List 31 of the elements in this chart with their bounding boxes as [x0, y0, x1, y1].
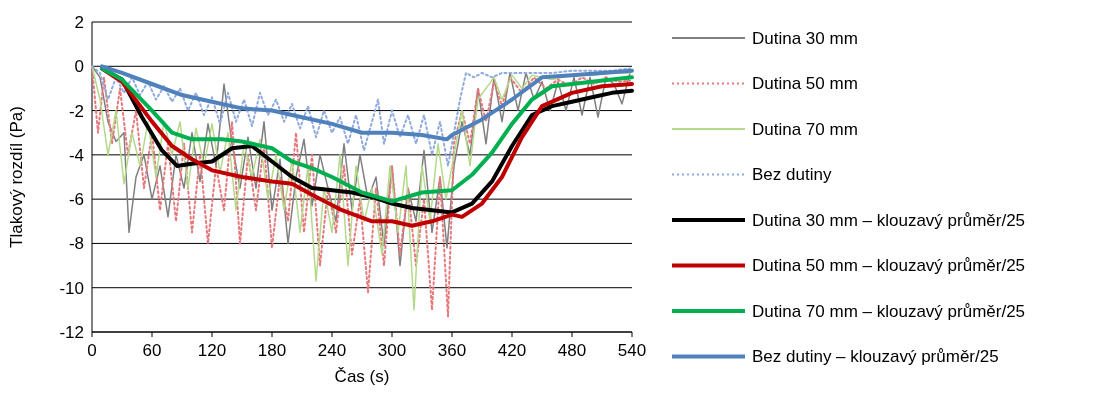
- legend-label: Bez dutiny – klouzavý průměr/25: [752, 347, 999, 367]
- line-series: [91, 65, 631, 167]
- line-series: [100, 64, 634, 142]
- x-axis-title: Čas (s): [334, 367, 390, 386]
- y-tick-label: 0: [74, 57, 84, 77]
- x-tick-label: 120: [197, 341, 227, 360]
- line-series: [91, 65, 631, 267]
- x-tick-label: 480: [557, 341, 587, 360]
- legend-label: Dutina 50 mm: [752, 74, 858, 94]
- y-tick-label: -10: [59, 278, 84, 298]
- x-tick-label: 180: [257, 341, 287, 360]
- legend-label: Dutina 30 mm – klouzavý průměr/25: [752, 210, 1026, 230]
- x-tick-label: 240: [317, 341, 347, 360]
- y-tick-label: -4: [68, 145, 84, 165]
- legend-label: Dutina 30 mm: [752, 28, 858, 48]
- legend-label: Dutina 50 mm – klouzavý průměr/25: [752, 256, 1026, 276]
- x-tick-label: 60: [142, 341, 162, 360]
- y-tick-label: -2: [68, 101, 84, 121]
- y-tick-label: -6: [68, 190, 84, 210]
- legend-label: Dutina 70 mm – klouzavý průměr/25: [752, 301, 1026, 321]
- y-tick-label: 2: [74, 12, 84, 32]
- legend-label: Bez dutiny: [752, 165, 832, 185]
- x-tick-label: 0: [87, 341, 97, 360]
- x-tick-label: 420: [497, 341, 527, 360]
- y-tick-label: -12: [59, 322, 84, 342]
- y-tick-label: -8: [68, 234, 84, 254]
- x-tick-label: 540: [617, 341, 647, 360]
- x-tick-label: 300: [377, 341, 407, 360]
- y-axis-title: Tlakový rozdíl (Pa): [7, 106, 26, 248]
- legend-label: Dutina 70 mm: [752, 119, 858, 139]
- x-tick-label: 360: [437, 341, 467, 360]
